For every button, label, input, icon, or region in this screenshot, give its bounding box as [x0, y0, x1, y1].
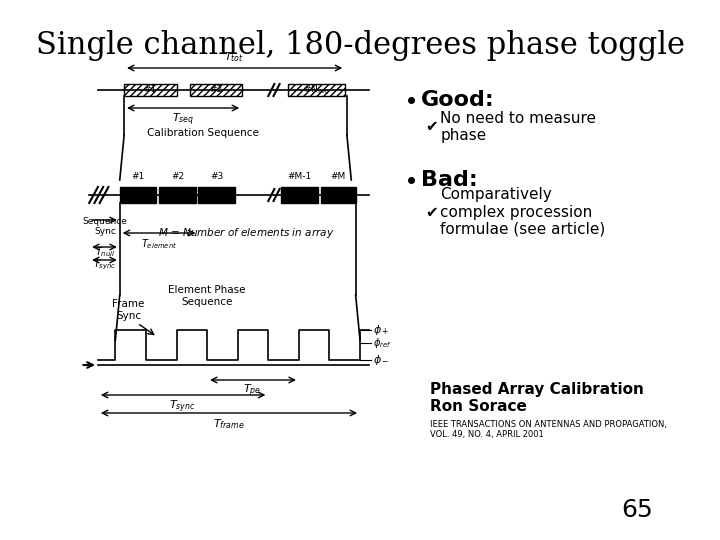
- Bar: [120, 187, 156, 203]
- Bar: [282, 187, 318, 203]
- Text: Element Phase
Sequence: Element Phase Sequence: [168, 285, 246, 307]
- Text: $\phi_-$: $\phi_-$: [373, 353, 390, 367]
- Text: No need to measure
phase: No need to measure phase: [441, 111, 596, 143]
- Text: $\phi_{ref}$: $\phi_{ref}$: [373, 336, 392, 350]
- Text: Single channel, 180-degrees phase toggle: Single channel, 180-degrees phase toggle: [35, 30, 685, 61]
- Text: $T_{element}$: $T_{element}$: [141, 237, 177, 251]
- Text: 65: 65: [621, 498, 652, 522]
- Text: #2: #2: [171, 172, 184, 181]
- Text: Phased Array Calibration
Ron Sorace: Phased Array Calibration Ron Sorace: [430, 382, 644, 414]
- Bar: [320, 187, 356, 203]
- Text: #1: #1: [132, 172, 145, 181]
- Text: #3: #3: [210, 172, 223, 181]
- Text: Bad:: Bad:: [421, 170, 478, 190]
- Text: Frame
Sync: Frame Sync: [112, 299, 145, 321]
- Text: Sequence
Sync: Sequence Sync: [83, 217, 127, 237]
- Text: ✔: ✔: [426, 119, 438, 134]
- Text: Calibration Sequence: Calibration Sequence: [147, 128, 258, 138]
- Bar: [159, 187, 196, 203]
- Text: IEEE TRANSACTIONS ON ANTENNAS AND PROPAGATION,
VOL. 49, NO. 4, APRIL 2001: IEEE TRANSACTIONS ON ANTENNAS AND PROPAG…: [430, 420, 667, 440]
- Text: Good:: Good:: [421, 90, 495, 110]
- Bar: [199, 187, 235, 203]
- Bar: [124, 84, 176, 96]
- Text: $T_{pe}$: $T_{pe}$: [243, 383, 261, 400]
- Text: $T_{sync}$: $T_{sync}$: [93, 258, 117, 272]
- Text: #M: #M: [330, 172, 346, 181]
- Text: $\phi_+$: $\phi_+$: [373, 323, 390, 337]
- Text: $T_{frame}$: $T_{frame}$: [213, 417, 245, 431]
- Text: $T_{tot}$: $T_{tot}$: [224, 50, 244, 64]
- Text: #1: #1: [144, 85, 157, 94]
- Text: ✔: ✔: [426, 205, 438, 219]
- Text: $T_{seq}$: $T_{seq}$: [171, 112, 194, 129]
- Text: Comparatively
complex procession
formulae (see article): Comparatively complex procession formula…: [441, 187, 606, 237]
- Text: $T_{null}$: $T_{null}$: [95, 245, 115, 259]
- Bar: [289, 84, 345, 96]
- Text: #2: #2: [210, 85, 222, 94]
- Text: #M-1: #M-1: [287, 172, 312, 181]
- Text: $T_{sync}$: $T_{sync}$: [169, 399, 196, 415]
- Text: #N$_{seq}$: #N$_{seq}$: [302, 84, 330, 97]
- Text: $M$ = Number of elements in array: $M$ = Number of elements in array: [158, 226, 335, 240]
- Bar: [189, 84, 242, 96]
